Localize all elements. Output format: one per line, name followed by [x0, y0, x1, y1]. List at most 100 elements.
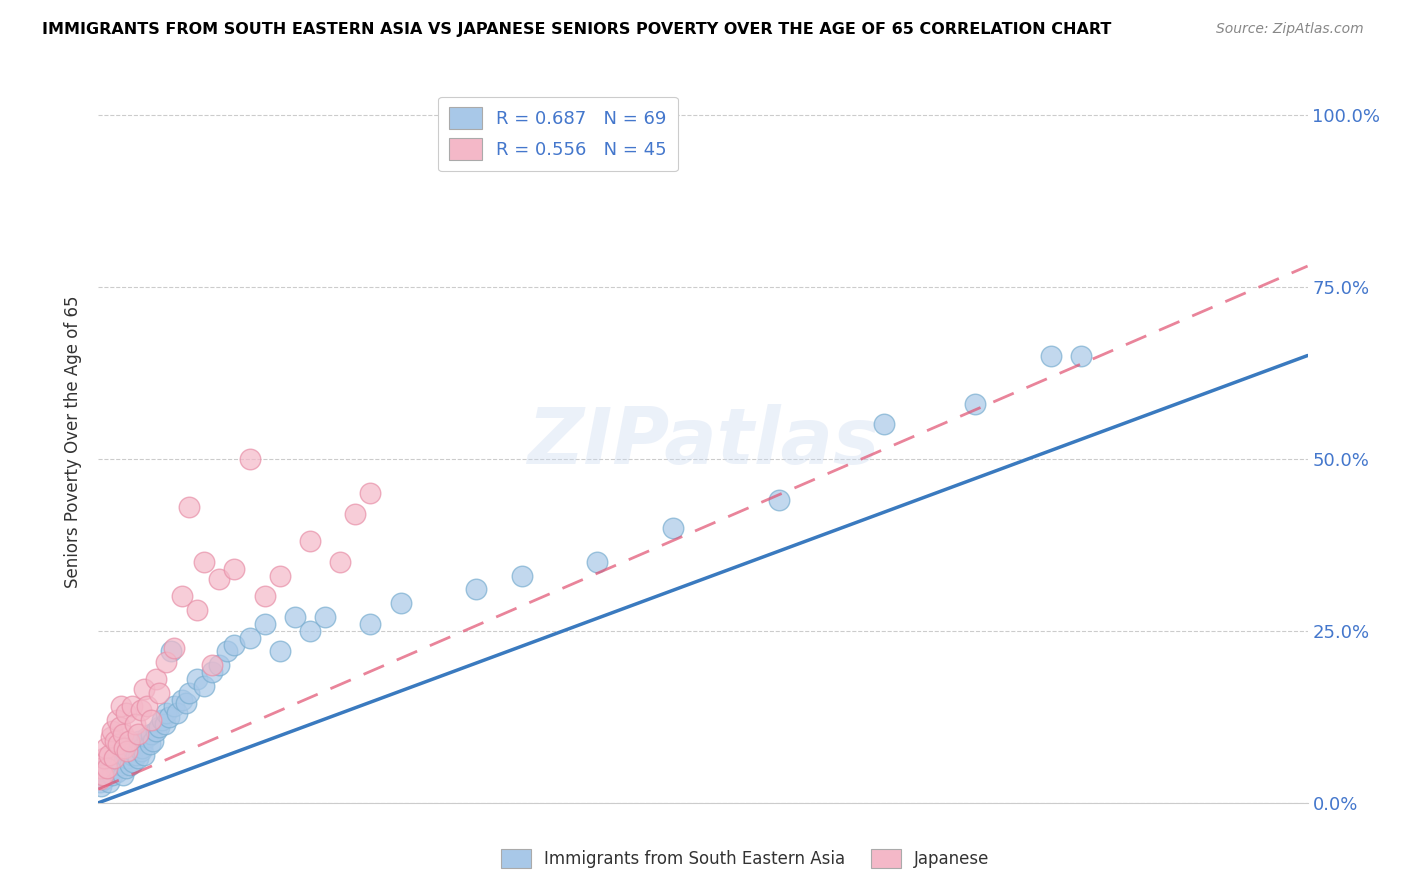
Point [253, 590, 276, 604]
Point [141, 713, 163, 727]
Point [201, 665, 224, 679]
Point [145, 672, 167, 686]
Point [114, 706, 136, 721]
Point [239, 451, 262, 466]
Point [314, 610, 336, 624]
Point [166, 706, 188, 721]
Point [90, 761, 112, 775]
Point [215, 644, 238, 658]
Point [103, 751, 125, 765]
Point [105, 713, 128, 727]
Point [118, 734, 141, 748]
Point [269, 644, 291, 658]
Point [170, 692, 193, 706]
Point [150, 713, 173, 727]
Point [98, 775, 121, 789]
Point [360, 616, 382, 631]
Point [1070, 349, 1092, 363]
Point [128, 734, 150, 748]
Point [135, 731, 157, 745]
Point [104, 761, 127, 775]
Point [132, 682, 155, 697]
Point [142, 734, 165, 748]
Point [139, 737, 162, 751]
Point [132, 747, 155, 762]
Point [118, 740, 141, 755]
Point [284, 610, 307, 624]
Point [114, 761, 136, 775]
Point [100, 758, 122, 772]
Point [110, 699, 132, 714]
Point [360, 486, 382, 500]
Point [101, 723, 124, 738]
Point [108, 720, 131, 734]
Point [129, 703, 152, 717]
Point [179, 686, 201, 700]
Point [155, 655, 177, 669]
Text: ZIPatlas: ZIPatlas [527, 403, 879, 480]
Point [93, 772, 115, 786]
Point [131, 740, 153, 755]
Point [115, 751, 138, 765]
Point [586, 555, 609, 569]
Point [141, 727, 163, 741]
Point [89, 775, 111, 789]
Point [253, 616, 276, 631]
Point [344, 507, 367, 521]
Point [299, 624, 322, 638]
Point [153, 716, 176, 731]
Point [91, 768, 114, 782]
Text: Source: ZipAtlas.com: Source: ZipAtlas.com [1216, 22, 1364, 37]
Point [224, 562, 246, 576]
Point [1039, 349, 1062, 363]
Point [111, 727, 134, 741]
Point [160, 644, 183, 658]
Point [510, 568, 533, 582]
Legend: R = 0.687   N = 69, R = 0.556   N = 45: R = 0.687 N = 69, R = 0.556 N = 45 [439, 96, 678, 171]
Point [329, 555, 352, 569]
Point [94, 761, 117, 775]
Point [193, 679, 215, 693]
Point [170, 590, 193, 604]
Point [148, 686, 170, 700]
Point [90, 779, 112, 793]
Point [155, 706, 177, 721]
Legend: Immigrants from South Eastern Asia, Japanese: Immigrants from South Eastern Asia, Japa… [495, 843, 995, 875]
Point [163, 640, 186, 655]
Point [186, 672, 208, 686]
Point [148, 720, 170, 734]
Point [224, 638, 246, 652]
Point [661, 520, 683, 534]
Point [98, 747, 121, 762]
Point [389, 596, 412, 610]
Point [174, 696, 197, 710]
Point [107, 737, 129, 751]
Point [91, 768, 114, 782]
Point [208, 658, 231, 673]
Point [239, 631, 262, 645]
Point [163, 699, 186, 714]
Point [124, 737, 146, 751]
Point [129, 744, 152, 758]
Point [179, 500, 201, 514]
Point [120, 758, 142, 772]
Point [96, 764, 118, 779]
Point [299, 534, 322, 549]
Point [145, 723, 167, 738]
Point [94, 740, 117, 755]
Point [89, 772, 111, 786]
Point [873, 417, 896, 432]
Point [965, 397, 987, 411]
Point [201, 658, 224, 673]
Point [108, 758, 131, 772]
Point [465, 582, 488, 597]
Point [125, 747, 148, 762]
Point [100, 731, 122, 745]
Point [96, 761, 118, 775]
Point [104, 734, 127, 748]
Y-axis label: Seniors Poverty Over the Age of 65: Seniors Poverty Over the Age of 65 [65, 295, 83, 588]
Point [115, 744, 138, 758]
Point [124, 716, 146, 731]
Point [135, 699, 157, 714]
Point [768, 493, 790, 508]
